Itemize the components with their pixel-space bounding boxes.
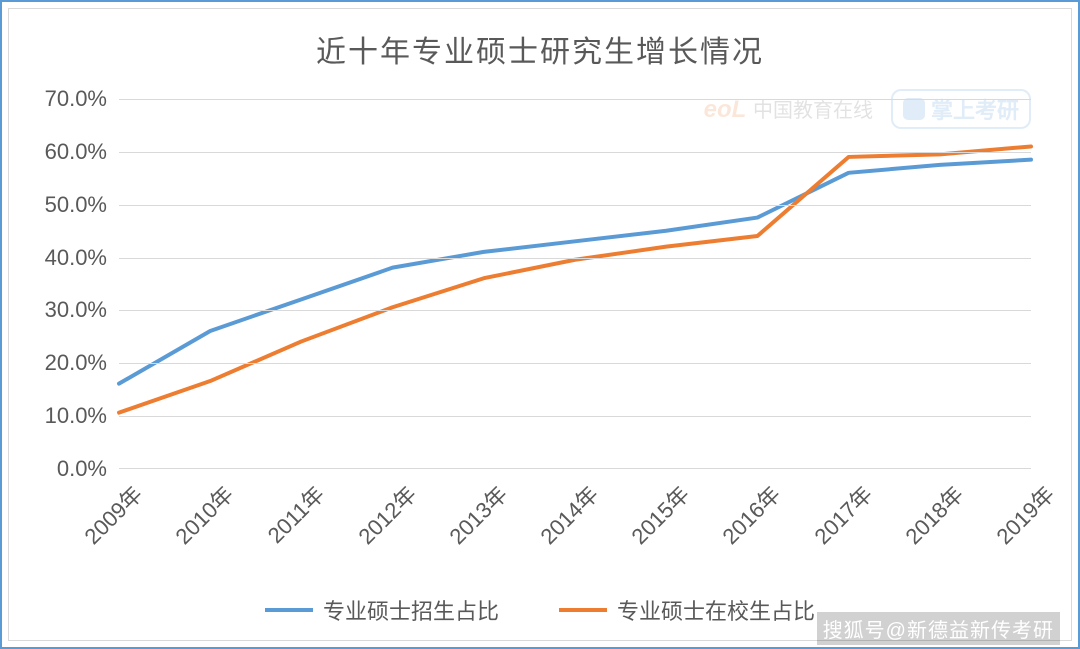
x-tick-label: 2011年 bbox=[260, 475, 334, 549]
y-tick-label: 30.0% bbox=[45, 297, 119, 323]
chart-inner-frame: 近十年专业硕士研究生增长情况 eoL 中国教育在线 掌上考研 0.0%10.0%… bbox=[8, 8, 1072, 641]
gridline bbox=[119, 416, 1031, 417]
y-tick-label: 60.0% bbox=[45, 139, 119, 165]
gridline bbox=[119, 258, 1031, 259]
legend-label: 专业硕士在校生占比 bbox=[617, 594, 815, 626]
x-tick-label: 2014年 bbox=[532, 475, 608, 551]
legend-item: 专业硕士在校生占比 bbox=[559, 594, 815, 626]
series-line bbox=[119, 146, 1031, 412]
series-svg bbox=[119, 99, 1031, 468]
y-tick-label: 10.0% bbox=[45, 403, 119, 429]
legend-label: 专业硕士招生占比 bbox=[323, 594, 499, 626]
x-tick-label: 2019年 bbox=[988, 475, 1064, 551]
y-tick-label: 0.0% bbox=[57, 456, 119, 482]
x-axis-labels: 2009年2010年2011年2012年2013年2014年2015年2016年… bbox=[119, 475, 1031, 585]
gridline bbox=[119, 310, 1031, 311]
gridline bbox=[119, 205, 1031, 206]
x-tick-label: 2013年 bbox=[441, 475, 517, 551]
y-tick-label: 40.0% bbox=[45, 245, 119, 271]
legend-swatch bbox=[265, 608, 313, 612]
legend-item: 专业硕士招生占比 bbox=[265, 594, 499, 626]
gridline bbox=[119, 363, 1031, 364]
y-tick-label: 50.0% bbox=[45, 192, 119, 218]
x-tick-label: 2012年 bbox=[350, 475, 426, 551]
legend-swatch bbox=[559, 608, 607, 612]
source-label: 搜狐号@新德益新传考研 bbox=[817, 612, 1060, 645]
gridline bbox=[119, 99, 1031, 100]
plot-area: 0.0%10.0%20.0%30.0%40.0%50.0%60.0%70.0% bbox=[119, 99, 1031, 469]
series-line bbox=[119, 160, 1031, 384]
chart-outer-frame: 近十年专业硕士研究生增长情况 eoL 中国教育在线 掌上考研 0.0%10.0%… bbox=[0, 0, 1080, 649]
x-tick-label: 2010年 bbox=[167, 475, 243, 551]
x-tick-label: 2018年 bbox=[897, 475, 973, 551]
y-tick-label: 20.0% bbox=[45, 350, 119, 376]
x-tick-label: 2017年 bbox=[806, 475, 882, 551]
x-tick-label: 2015年 bbox=[623, 475, 699, 551]
gridline bbox=[119, 152, 1031, 153]
chart-title: 近十年专业硕士研究生增长情况 bbox=[9, 27, 1071, 71]
x-tick-label: 2009年 bbox=[76, 475, 152, 551]
y-tick-label: 70.0% bbox=[45, 86, 119, 112]
x-tick-label: 2016年 bbox=[714, 475, 790, 551]
